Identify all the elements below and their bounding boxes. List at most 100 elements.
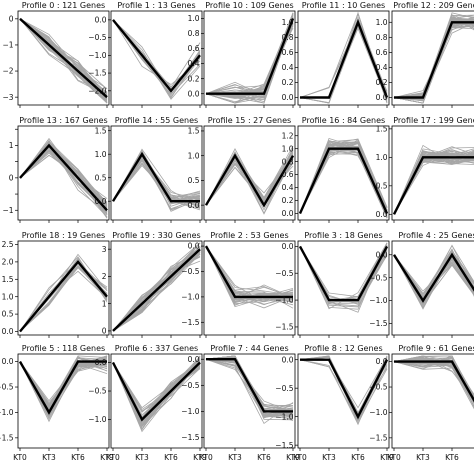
profile-line [19, 143, 108, 212]
y-tick-label: 1 [9, 141, 14, 150]
gene-trace [393, 19, 474, 99]
y-tick-label: −0.5 [181, 381, 199, 390]
y-tick-label: 0.2 [376, 78, 388, 87]
panel-frame [17, 240, 110, 336]
y-tick-label: −1.5 [181, 433, 199, 442]
y-tick-label: 0.5 [188, 176, 200, 185]
y-tick-label: 0.8 [376, 33, 388, 42]
gene-trace [393, 20, 474, 98]
gene-trace [393, 19, 474, 99]
profile-line [392, 156, 474, 215]
y-tick-label: −1.5 [88, 69, 106, 78]
panel-frame [391, 125, 474, 221]
gene-trace [19, 355, 108, 407]
y-tick-label: 2.0 [2, 257, 14, 266]
panel-title: Profile 3 : 18 Genes [304, 231, 382, 240]
profile-panel: Profile 1 : 13 Genes 0.0 −0.5 −1.0 −1.5 −2.0 [88, 1, 203, 108]
gene-trace [393, 19, 474, 99]
panel-title: Profile 5 : 118 Genes [22, 344, 105, 353]
x-tick-label: KT6 [351, 453, 365, 462]
panel-frame [17, 353, 110, 449]
gene-trace [393, 17, 474, 99]
gene-trace [393, 20, 474, 98]
y-tick-label: −2 [2, 67, 13, 76]
gene-trace [393, 23, 474, 98]
y-tick-label: −3 [2, 93, 13, 102]
gene-trace [393, 21, 474, 98]
y-tick-label: −1.5 [369, 433, 387, 442]
gene-trace [19, 18, 108, 93]
gene-trace [393, 18, 474, 104]
profile-panel: Profile 11 : 10 Genes 0.0 0.2 0.4 0.6 0.8 1.0 [282, 1, 390, 108]
profile-line [394, 21, 474, 99]
gene-trace [393, 19, 474, 98]
y-tick-label: −1.0 [369, 408, 387, 417]
gene-trace [205, 19, 294, 101]
gene-trace [393, 361, 474, 404]
gene-trace [19, 261, 108, 332]
y-tick-label: −0.5 [0, 383, 14, 392]
y-tick-label: 0 [9, 14, 14, 23]
x-tick-label: KT6 [71, 453, 85, 462]
panel-title: Profile 9 : 61 Genes [398, 344, 474, 353]
y-tick-label: 0.4 [282, 63, 294, 72]
panel-frame [203, 10, 296, 106]
gene-trace [393, 361, 474, 404]
gene-trace [299, 246, 388, 298]
profile-panel: Profile 4 : 25 Genes 0.0 −0.5 −1.0 −1.5 [369, 231, 474, 338]
y-tick-label: 0.0 [188, 201, 200, 210]
gene-trace [205, 25, 294, 96]
x-tick-label: KT3 [322, 453, 336, 462]
gene-trace [393, 361, 474, 403]
gene-trace [393, 21, 474, 102]
profile-line [298, 245, 389, 302]
y-tick-label: −0.5 [369, 273, 387, 282]
y-tick-label: 1.0 [2, 292, 14, 301]
y-tick-label: 0.0 [282, 93, 294, 102]
y-tick-label: 1.5 [95, 126, 107, 135]
y-tick-label: 1 [102, 299, 107, 308]
y-tick-label: −0.5 [88, 33, 106, 42]
gene-trace [205, 156, 294, 206]
y-tick-label: 0.6 [376, 48, 388, 57]
gene-trace [393, 25, 474, 98]
gene-trace [112, 19, 201, 95]
profile-panel: Profile 2 : 53 Genes 0.0 −0.5 −1.0 −1.5 [181, 231, 296, 338]
x-tick-label: KT6 [257, 453, 271, 462]
gene-trace [393, 17, 474, 99]
y-tick-label: 1.0 [376, 153, 388, 162]
gene-trace [393, 361, 474, 408]
profile-line [392, 252, 474, 303]
profile-line [298, 147, 389, 214]
panel-title: Profile 11 : 10 Genes [302, 1, 385, 10]
profile-line [300, 18, 389, 99]
gene-trace [393, 26, 474, 104]
gene-trace [205, 20, 294, 98]
y-tick-label: 3 [102, 245, 107, 254]
profile-line [394, 360, 474, 403]
profile-line [112, 19, 201, 93]
gene-trace [393, 19, 474, 104]
profile-panel: Profile 12 : 209 Genes 0.0 0.2 0.4 0.6 0.8 1.0 [376, 1, 474, 108]
profile-line [18, 360, 107, 415]
y-tick-label: −0.5 [275, 384, 293, 393]
x-tick-label: KT3 [416, 453, 430, 462]
panel-title: Profile 0 : 121 Genes [22, 1, 105, 10]
y-tick-label: 1.0 [282, 144, 294, 153]
profile-panel: Profile 19 : 330 Genes 0 1 2 3 [102, 231, 203, 338]
gene-trace [205, 358, 294, 419]
y-tick-label: 0.0 [376, 210, 388, 219]
panel-frame [297, 125, 390, 221]
y-tick-label: 1.0 [188, 14, 200, 23]
profile-panel: Profile 18 : 19 Genes 0.0 0.5 1.0 1.5 2.0 2.5 [2, 231, 110, 338]
gene-trace [393, 18, 474, 98]
panel-frame [391, 353, 474, 449]
gene-trace [19, 261, 108, 332]
y-tick-label: 0.5 [95, 173, 107, 182]
profile-panel: Profile 14 : 55 Genes 0.0 0.5 1.0 1.5 [95, 116, 203, 223]
gene-trace [393, 20, 474, 98]
profile-line [111, 361, 201, 422]
y-tick-label: 0.8 [282, 157, 294, 166]
